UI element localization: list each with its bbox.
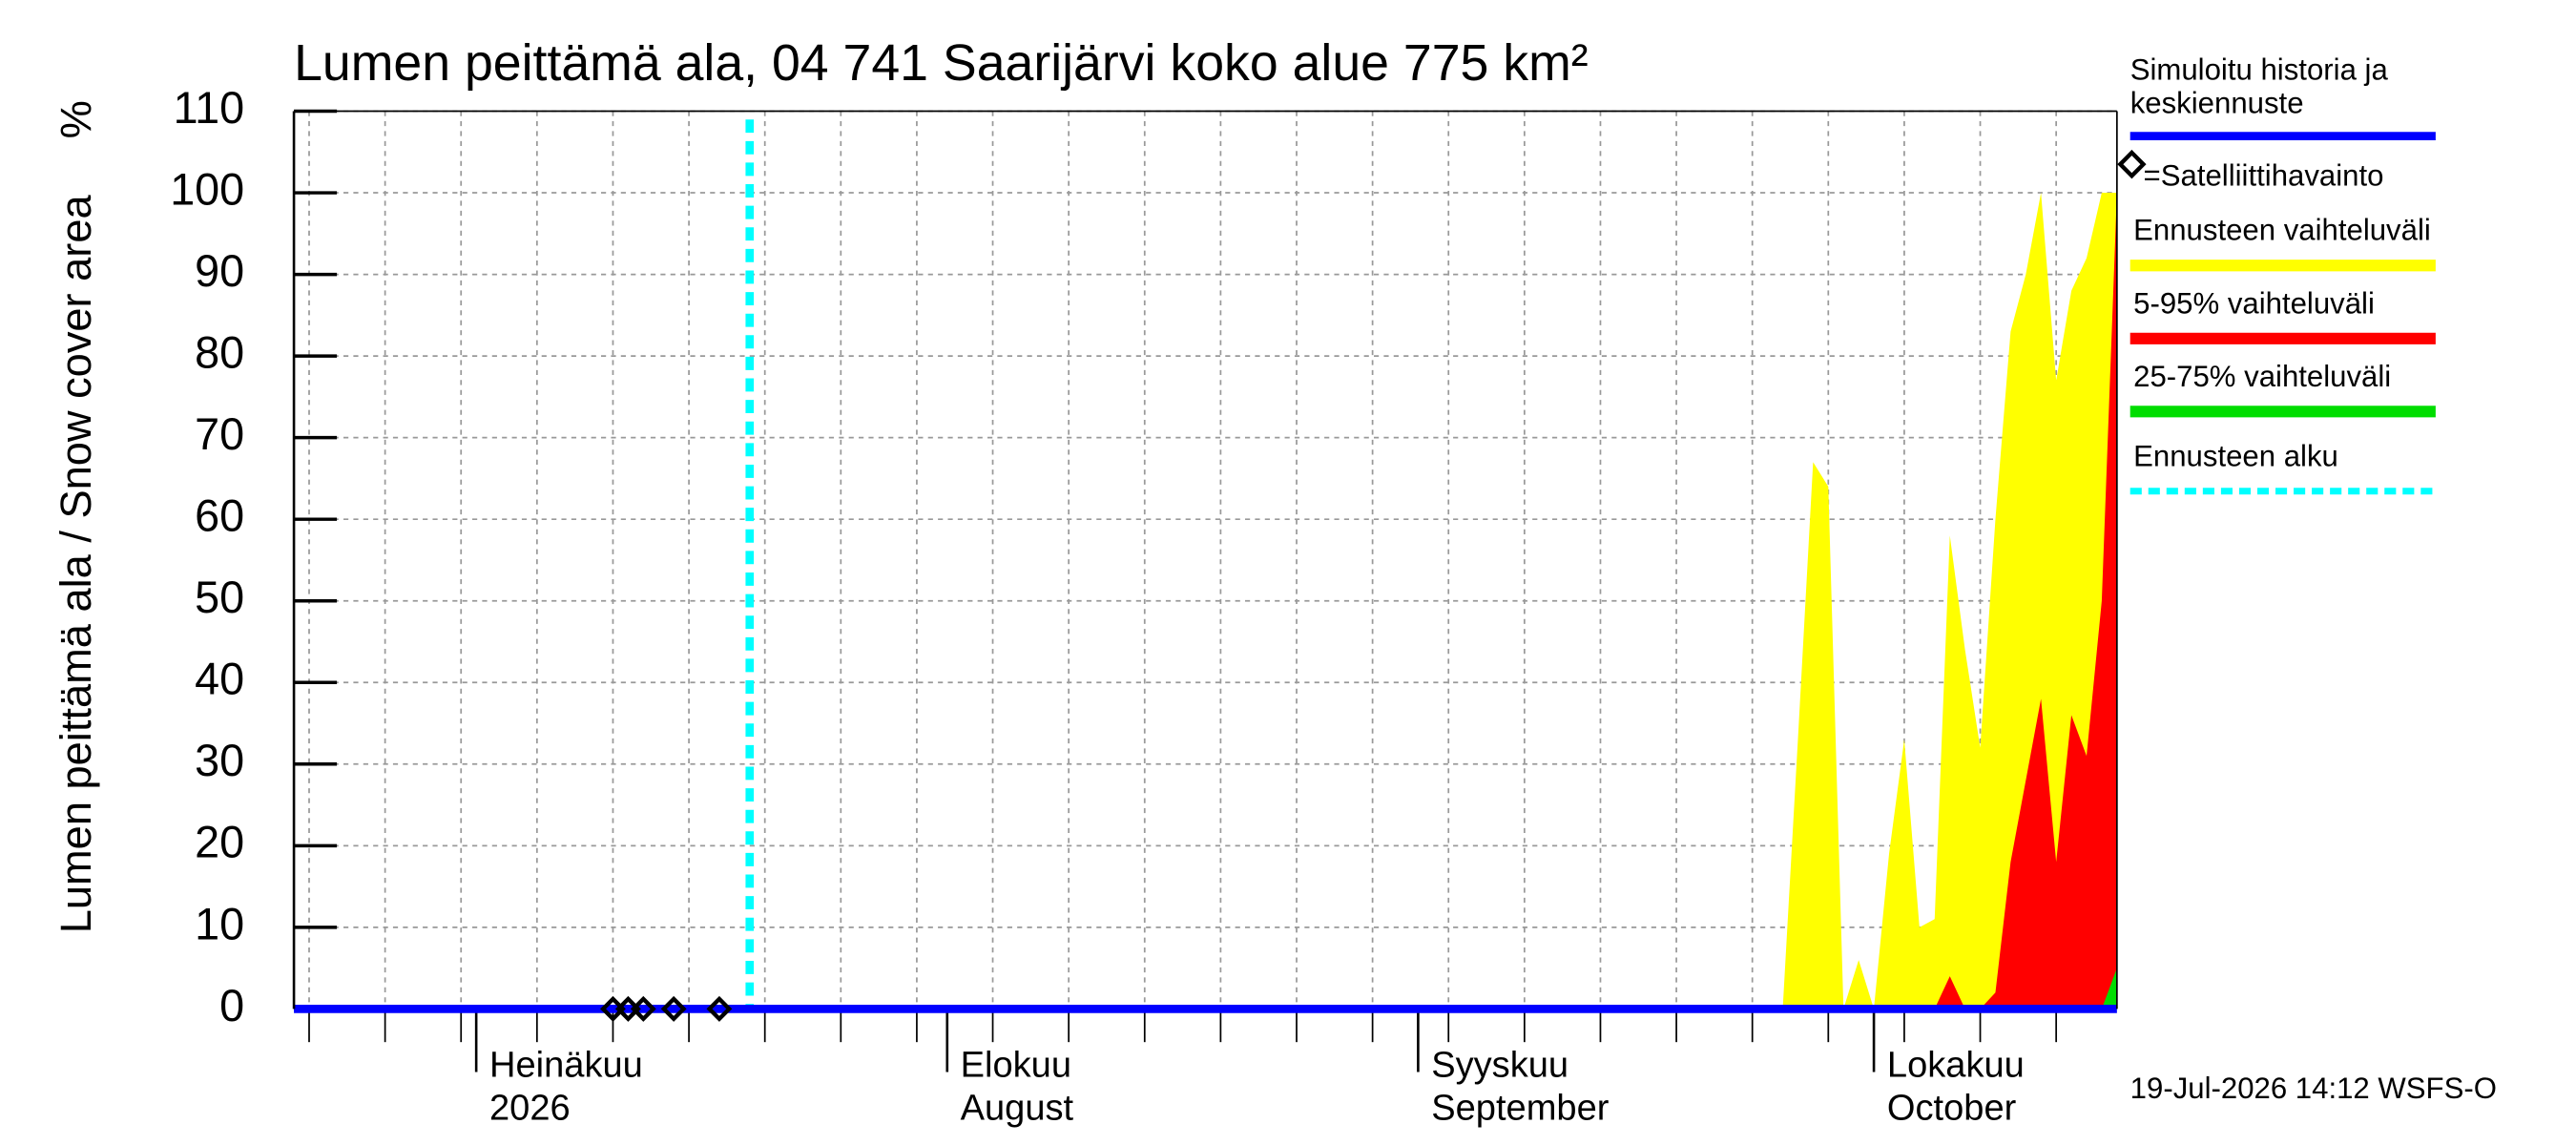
legend-label: =Satelliittihavainto (2144, 158, 2384, 192)
legend-label: Ennusteen vaihteluväli (2133, 214, 2431, 247)
y-tick-label: 70 (195, 409, 244, 459)
legend-label: Ennusteen alku (2133, 439, 2338, 472)
y-tick-label: 30 (195, 736, 244, 785)
legend-label: 25-75% vaihteluväli (2133, 360, 2391, 393)
legend-label: Simuloitu historia ja keskiennuste (2129, 52, 2388, 120)
observation-marker (706, 995, 733, 1022)
y-axis-label: Lumen peittämä ala / Snow cover area (52, 194, 100, 933)
legend-marker (2117, 149, 2147, 179)
y-unit: % (52, 100, 100, 138)
observation-marker (660, 995, 687, 1022)
legend-label: 5-95% vaihteluväli (2133, 286, 2375, 320)
x-tick-label: Lokakuu (1887, 1044, 2025, 1085)
y-tick-label: 0 (219, 981, 244, 1030)
observation-marker (630, 995, 656, 1022)
y-tick-label: 50 (195, 572, 244, 622)
y-tick-label: 100 (170, 164, 244, 214)
legend-label-box: Simuloitu historia ja keskiennuste (2129, 52, 2388, 120)
area-band (1782, 193, 2117, 1010)
y-tick-label: 40 (195, 655, 244, 704)
x-tick-sublabel: 2026 (489, 1087, 571, 1128)
chart-title: Lumen peittämä ala, 04 741 Saarijärvi ko… (294, 34, 1589, 92)
x-tick-label: Heinäkuu (489, 1044, 643, 1085)
y-tick-label: 10 (195, 899, 244, 948)
y-tick-label: 20 (195, 818, 244, 867)
x-tick-sublabel: September (1431, 1087, 1609, 1128)
y-tick-label: 80 (195, 327, 244, 377)
y-tick-label: 110 (174, 83, 244, 133)
footer: 19-Jul-2026 14:12 WSFS-O (2130, 1072, 2497, 1105)
x-tick-sublabel: August (961, 1087, 1074, 1128)
x-tick-label: Elokuu (961, 1044, 1071, 1085)
x-tick-sublabel: October (1887, 1087, 2017, 1128)
x-tick-label: Syyskuu (1431, 1044, 1568, 1085)
y-tick-label: 60 (195, 490, 244, 540)
y-tick-label: 90 (195, 246, 244, 296)
